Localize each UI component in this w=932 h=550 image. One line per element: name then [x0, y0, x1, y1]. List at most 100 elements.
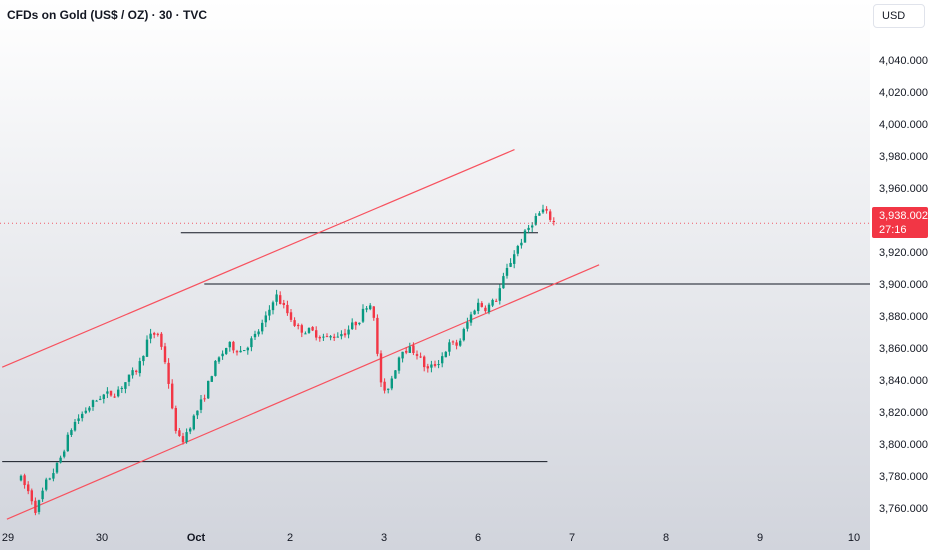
- candle-body-down: [109, 390, 113, 396]
- candle-body-up: [358, 322, 361, 325]
- candle-body-up: [459, 340, 462, 346]
- candle-body-up: [505, 267, 509, 276]
- candle-body-up: [351, 322, 354, 330]
- candle-body-up: [192, 415, 195, 430]
- time-axis[interactable]: 29 30 Oct 2 3 6 7 8 9 10: [2, 532, 860, 544]
- candle-body-down: [318, 336, 321, 339]
- candle-body-up: [509, 262, 512, 267]
- price-axis-tick-label: 4,020.000: [879, 87, 928, 99]
- candle-body-up: [142, 355, 145, 362]
- price-axis-tick-label: 3,840.000: [879, 375, 928, 387]
- time-axis-tick-label: 9: [757, 532, 763, 544]
- candle-body-up: [527, 227, 530, 230]
- candle-body-down: [293, 320, 296, 326]
- candle-body-up: [322, 336, 325, 338]
- candle-body-up: [369, 305, 372, 310]
- candle-body-up: [239, 350, 242, 353]
- candle-body-up: [127, 374, 131, 382]
- candle-body-down: [297, 324, 300, 327]
- candle-body-down: [433, 364, 437, 366]
- candle-body-up: [145, 339, 149, 357]
- candle-body-up: [387, 388, 390, 390]
- candle-body-up: [45, 479, 48, 490]
- price-axis-tick-label: 3,800.000: [879, 439, 928, 451]
- candle-body-up: [491, 299, 494, 306]
- candle-body-up: [214, 360, 217, 376]
- price-axis-background: [870, 0, 932, 550]
- candle-body-up: [271, 302, 275, 311]
- candle-body-up: [196, 410, 199, 416]
- price-badge-box: [872, 207, 928, 238]
- candle-body-down: [113, 396, 116, 398]
- candle-body-down: [27, 484, 30, 492]
- candle-body-up: [444, 351, 447, 358]
- time-axis-tick-label: 29: [2, 532, 14, 544]
- candle-body-down: [160, 333, 163, 347]
- candle-body-down: [419, 356, 422, 358]
- candle-body-up: [199, 399, 203, 410]
- candle-body-up: [84, 410, 87, 413]
- currency-button[interactable]: USD: [873, 4, 925, 28]
- candle-body-up: [307, 328, 311, 333]
- price-axis[interactable]: 3,760.000 3,780.000 3,800.000 3,820.000 3,84…: [879, 55, 928, 515]
- candle-body-up: [138, 361, 141, 374]
- candle-body-up: [261, 322, 264, 332]
- candle-body-up: [462, 329, 465, 341]
- candle-body-up: [534, 216, 537, 225]
- candle-body-up: [394, 370, 397, 379]
- candle-body-down: [163, 346, 167, 363]
- candle-body-up: [37, 500, 41, 512]
- candle-body-down: [34, 500, 37, 513]
- candle-body-down: [279, 295, 282, 304]
- candle-body-up: [390, 378, 393, 389]
- candle-body-up: [63, 451, 66, 457]
- candle-body-up: [408, 346, 411, 353]
- candle-body-up: [264, 315, 267, 323]
- candle-body-up: [531, 225, 534, 228]
- candle-body-up: [48, 478, 51, 480]
- candle-body-down: [549, 211, 552, 220]
- candle-body-down: [171, 383, 174, 409]
- candle-body-down: [423, 356, 426, 368]
- candle-body-down: [405, 350, 408, 353]
- candle-body-down: [23, 475, 26, 486]
- candle-body-up: [336, 336, 339, 338]
- price-axis-tick-label: 4,040.000: [879, 55, 928, 67]
- time-axis-tick-label: 6: [475, 532, 481, 544]
- candle-body-down: [495, 300, 498, 302]
- candle-body-down: [379, 353, 383, 383]
- candle-body-down: [167, 362, 170, 384]
- candle-body-up: [466, 322, 469, 329]
- candle-body-down: [426, 366, 429, 369]
- price-axis-tick-label: 3,920.000: [879, 247, 928, 259]
- candle-body-up: [124, 382, 127, 389]
- candle-body-down: [174, 408, 177, 431]
- price-badge: 3,938.002 27:16: [872, 207, 928, 238]
- candle-body-up: [91, 400, 95, 407]
- candle-body-up: [106, 391, 109, 394]
- candle-body-up: [55, 462, 59, 473]
- candle-body-up: [477, 302, 480, 312]
- candle-body-up: [397, 357, 401, 371]
- candle-body-up: [117, 389, 120, 397]
- channel-upper-line: [1, 149, 515, 368]
- candle-body-up: [523, 230, 527, 243]
- candle-body-up: [347, 329, 350, 335]
- candle-body-up: [473, 310, 476, 315]
- time-axis-tick-label: 30: [96, 532, 108, 544]
- candle-body-up: [441, 356, 444, 364]
- candle-body-down: [354, 321, 357, 326]
- candle-body-up: [513, 254, 516, 264]
- candle-body-down: [311, 326, 314, 331]
- candle-body-down: [372, 306, 375, 318]
- candle-body-up: [250, 338, 253, 348]
- candle-body-up: [73, 421, 77, 431]
- candle-body-down: [376, 317, 379, 354]
- candle-body-up: [210, 376, 213, 382]
- candle-body-down: [156, 333, 159, 335]
- candle-body-up: [275, 294, 278, 302]
- candle-body-down: [383, 381, 386, 391]
- candle-body-up: [520, 242, 523, 246]
